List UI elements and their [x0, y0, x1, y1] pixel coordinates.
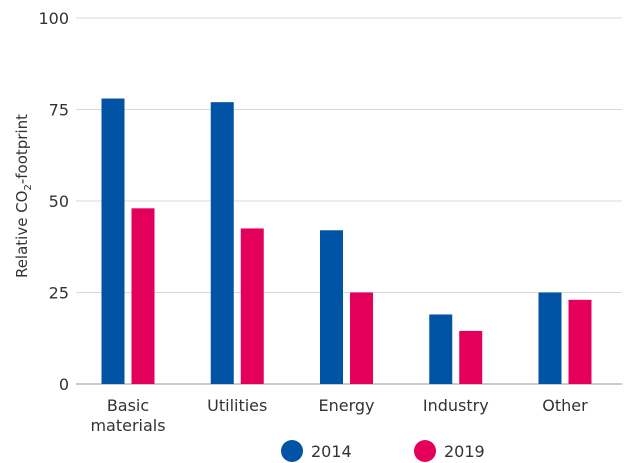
x-category-label: Energy: [318, 396, 374, 415]
y-tick-label: 100: [38, 9, 69, 28]
bar-2014-basic-materials: [101, 98, 125, 385]
bar-2019-utilities: [240, 228, 264, 384]
x-axis-category-labels: Basic materials Utilities Energy Industry Oth…: [90, 396, 588, 435]
legend-label: 2014: [311, 442, 352, 461]
y-axis-ticks: 0 25 50 75 100: [38, 9, 69, 394]
legend-swatch: [414, 440, 436, 462]
bar-2019-other: [568, 299, 592, 384]
x-category-label: Utilities: [207, 396, 267, 415]
bars: [101, 98, 592, 385]
legend-item-2019: 2019: [414, 440, 485, 462]
legend-label: 2019: [444, 442, 485, 461]
legend: 2014 2019: [281, 440, 485, 462]
y-axis-label: Relative CO2-footprint: [13, 114, 34, 278]
legend-item-2014: 2014: [281, 440, 352, 462]
y-tick-label: 50: [49, 192, 69, 211]
x-category-label: Industry: [423, 396, 489, 415]
x-category-label: Other: [542, 396, 588, 415]
y-tick-label: 0: [59, 375, 69, 394]
bar-2019-basic-materials: [131, 208, 155, 384]
bar-2014-other: [538, 292, 562, 384]
y-tick-label: 75: [49, 101, 69, 120]
bar-2019-industry: [459, 330, 483, 384]
grid-lines: [76, 17, 622, 385]
bar-2014-industry: [429, 314, 453, 384]
bar-2014-utilities: [210, 102, 234, 385]
x-category-label: Basic materials: [90, 396, 165, 435]
bar-2019-energy: [350, 292, 373, 384]
y-tick-label: 25: [49, 284, 69, 303]
legend-swatch: [281, 440, 303, 462]
bar-2014-energy: [320, 230, 343, 384]
